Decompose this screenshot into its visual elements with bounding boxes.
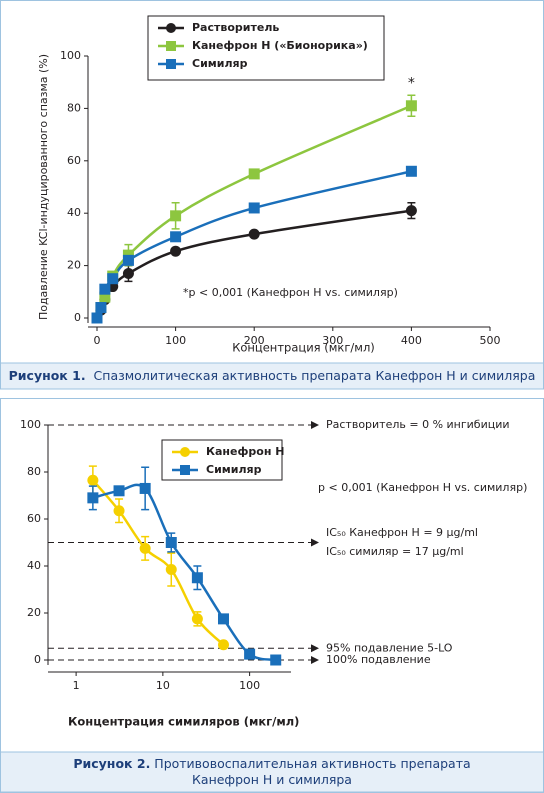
- fit-curve: [95, 209, 412, 319]
- caption-band: [0, 751, 544, 793]
- x-tick-label: 0: [94, 334, 101, 347]
- significance-star: *: [408, 75, 415, 91]
- marker: [139, 542, 151, 554]
- figure-label: Рисунок 1.: [8, 368, 86, 383]
- fit-curve: [91, 479, 225, 646]
- marker: [122, 254, 134, 266]
- marker: [244, 648, 256, 660]
- y-tick-label: 60: [27, 512, 41, 525]
- legend-label: Канефрон Н: [206, 445, 284, 458]
- reference-label: 95% подавление 5-LO: [326, 641, 453, 654]
- marker: [217, 613, 229, 625]
- annotation: p < 0,001 (Канефрон Н vs. симиляр): [318, 481, 527, 494]
- y-tick-label: 80: [67, 101, 81, 114]
- marker: [170, 245, 182, 257]
- caption-band: [0, 362, 544, 390]
- legend-label: Симиляр: [206, 463, 262, 476]
- marker: [405, 165, 417, 177]
- y-tick-label: 40: [27, 559, 41, 572]
- marker: [87, 492, 99, 504]
- reference-label: Растворитель = 0 % ингибиции: [326, 418, 510, 431]
- marker: [166, 41, 176, 51]
- legend-box: [147, 15, 385, 81]
- marker: [248, 168, 260, 180]
- y-tick-label: 60: [67, 154, 81, 167]
- marker: [122, 267, 134, 279]
- figure-label: Рисунок 2.: [73, 756, 151, 771]
- marker: [248, 228, 260, 240]
- y-tick-label: 100: [20, 418, 41, 431]
- marker: [99, 291, 111, 303]
- reference-label: IC₅₀ Канефрон Н = 9 μg/ml: [326, 526, 478, 539]
- y-tick-label: 80: [27, 465, 41, 478]
- x-tick-label: 500: [480, 334, 501, 347]
- x-tick-label: 10: [156, 679, 170, 692]
- legend-label: Канефрон Н («Бионорика»): [192, 39, 368, 52]
- x-tick-label: 1: [73, 679, 80, 692]
- x-axis-label: Концентрация симиляров (мкг/мл): [68, 715, 299, 729]
- marker: [405, 205, 417, 217]
- y-tick-label: 100: [60, 49, 81, 62]
- x-axis-label: Концентрация (мкг/мл): [232, 341, 375, 355]
- marker: [180, 447, 190, 457]
- x-tick-label: 100: [165, 334, 186, 347]
- caption: Рисунок 1. Спазмолитическая активность п…: [0, 368, 544, 383]
- marker: [139, 482, 151, 494]
- marker: [165, 564, 177, 576]
- y-axis-label: Подавление KCl-индуцированного спазма (%…: [37, 54, 50, 320]
- marker: [87, 474, 99, 486]
- marker: [95, 302, 107, 314]
- marker: [191, 613, 203, 625]
- marker: [170, 231, 182, 243]
- y-tick-label: 20: [27, 606, 41, 619]
- legend-label: Растворитель: [192, 21, 279, 34]
- marker: [107, 273, 119, 285]
- x-tick-label: 300: [322, 334, 343, 347]
- marker: [166, 23, 176, 33]
- marker: [217, 639, 229, 651]
- marker: [113, 505, 125, 517]
- marker: [91, 312, 103, 324]
- marker: [170, 210, 182, 222]
- x-tick-label: 400: [401, 334, 422, 347]
- x-tick-label: 100: [239, 679, 260, 692]
- marker: [191, 572, 203, 584]
- caption-text: Противовоспалительная активность препара…: [154, 756, 471, 787]
- marker: [113, 485, 125, 497]
- marker: [180, 465, 190, 475]
- marker: [405, 100, 417, 112]
- legend-label: Симиляр: [192, 57, 248, 70]
- annotation: *p < 0,001 (Канефрон Н vs. симиляр): [183, 286, 398, 299]
- marker: [248, 202, 260, 214]
- reference-label: IC₅₀ симиляр = 17 μg/ml: [326, 545, 464, 558]
- marker: [165, 537, 177, 548]
- y-tick-label: 0: [74, 311, 81, 324]
- marker: [166, 59, 176, 69]
- caption-text: Спазмолитическая активность препарата Ка…: [93, 368, 536, 383]
- y-tick-label: 40: [67, 206, 81, 219]
- caption: Рисунок 2. Противовоспалительная активно…: [60, 756, 484, 788]
- reference-label: 100% подавление: [326, 653, 431, 666]
- y-tick-label: 20: [67, 259, 81, 272]
- x-tick-label: 200: [244, 334, 265, 347]
- marker: [270, 654, 282, 666]
- y-tick-label: 0: [34, 653, 41, 666]
- marker: [99, 283, 111, 295]
